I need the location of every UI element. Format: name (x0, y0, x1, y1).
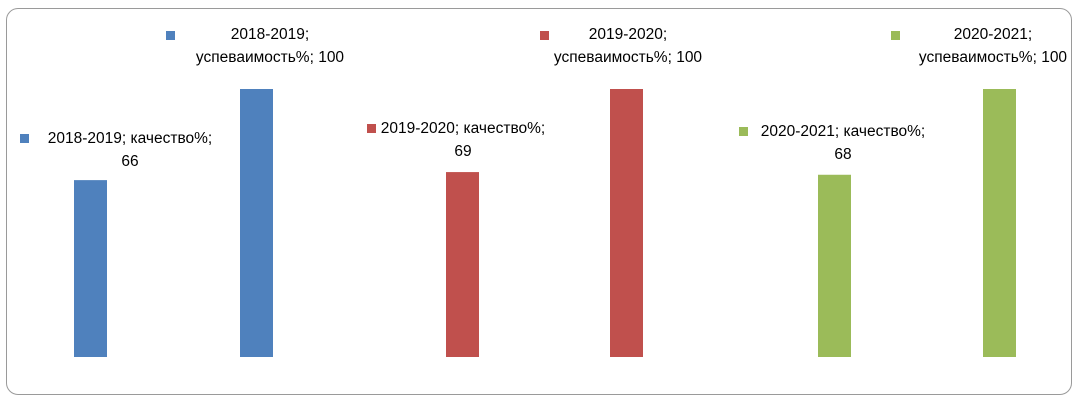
bar-2019-2020-quality (446, 172, 479, 357)
label-swatch-2019-2020-progress (540, 31, 549, 40)
data-label-2019-2020-progress: 2019-2020; успеваимость%; 100 (554, 26, 703, 66)
label-swatch-2018-2019-quality (20, 134, 29, 143)
data-label-line: 68 (834, 146, 851, 163)
data-label-2020-2021-progress: 2020-2021; успеваимость%; 100 (919, 26, 1068, 66)
bar-2020-2021-quality (818, 175, 851, 357)
label-swatch-2018-2019-progress (166, 31, 175, 40)
data-label-2018-2019-quality: 2018-2019; качество%; 66 (48, 130, 212, 170)
data-label-line: 2019-2020; качество%; (381, 120, 545, 137)
data-label-line: 2018-2019; (231, 26, 309, 43)
bar-2019-2020-progress (610, 89, 643, 357)
label-swatch-2020-2021-quality (739, 127, 748, 136)
bar-2020-2021-progress (983, 89, 1016, 357)
bar-2018-2019-quality (74, 180, 107, 357)
data-label-2019-2020-quality: 2019-2020; качество%; 69 (381, 120, 545, 160)
data-label-2018-2019-progress: 2018-2019; успеваимость%; 100 (196, 26, 345, 66)
data-label-line: 2020-2021; качество%; (761, 123, 925, 140)
data-label-line: 2018-2019; качество%; (48, 130, 212, 147)
label-swatch-2020-2021-progress (891, 31, 900, 40)
bar-2018-2019-progress (240, 89, 273, 357)
data-label-line: 66 (121, 153, 138, 170)
data-label-2020-2021-quality: 2020-2021; качество%; 68 (761, 123, 925, 163)
data-label-line: 2020-2021; (954, 26, 1032, 43)
data-label-line: 2019-2020; (589, 26, 667, 43)
label-swatch-2019-2020-quality (367, 124, 376, 133)
data-label-line: успеваимость%; 100 (554, 49, 703, 66)
data-label-line: успеваимость%; 100 (919, 49, 1068, 66)
data-label-line: 69 (454, 143, 471, 160)
data-label-line: успеваимость%; 100 (196, 49, 345, 66)
